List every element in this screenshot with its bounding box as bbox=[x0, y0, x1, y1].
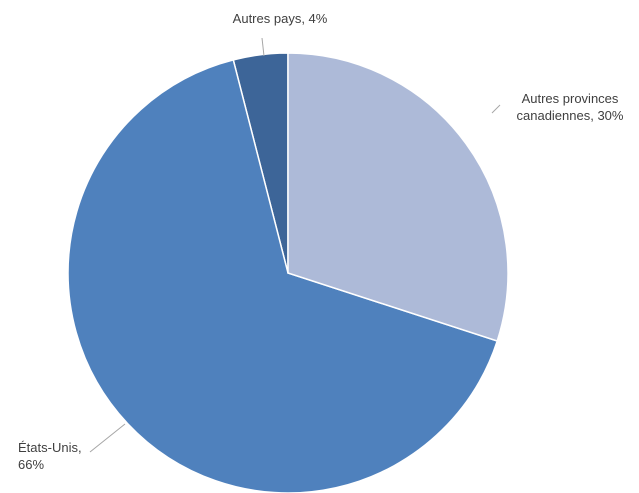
pie-slice bbox=[287, 52, 509, 342]
leader-line bbox=[261, 37, 265, 57]
slice-label: Autres pays, 4% bbox=[232, 11, 328, 26]
leader-line bbox=[491, 104, 501, 114]
pie-slice bbox=[67, 58, 499, 493]
slice-label: États-Unis, 66% bbox=[18, 440, 82, 472]
slice-label: Autres provinces canadiennes, 30% bbox=[516, 91, 624, 123]
leader-line bbox=[89, 423, 126, 453]
